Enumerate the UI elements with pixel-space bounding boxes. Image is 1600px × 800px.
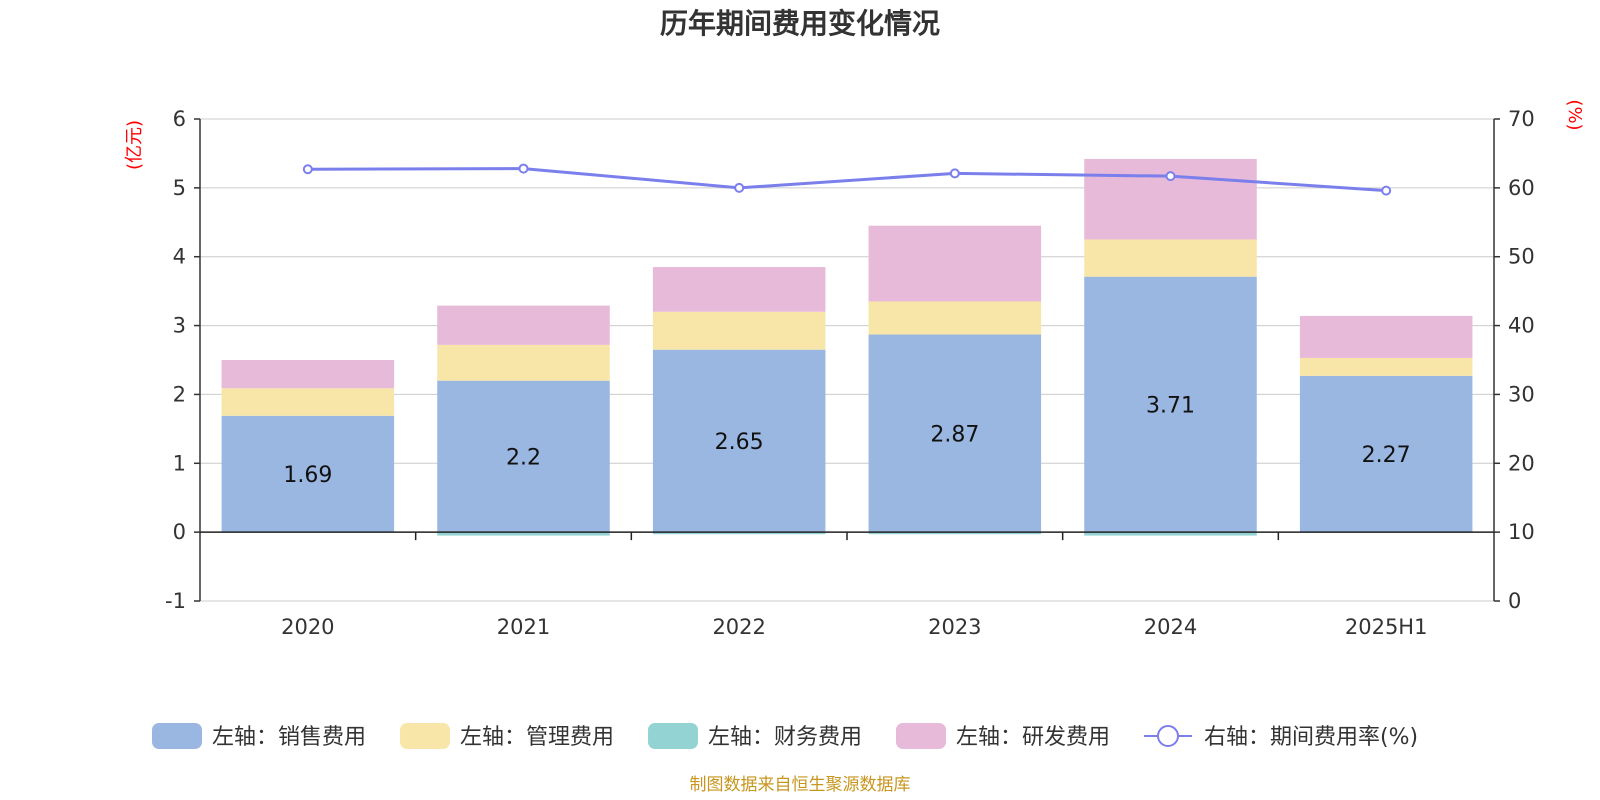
left-tick-label: 0 <box>173 520 186 544</box>
data-label: 3.71 <box>1146 393 1195 418</box>
x-axis-ticks: 2020 2021 2022 2023 2024 2025H1 <box>281 615 1427 639</box>
source-note: 制图数据来自恒生聚源数据库 <box>690 775 911 795</box>
bars <box>221 158 1473 536</box>
right-axis-unit: (%) <box>1564 99 1585 130</box>
x-tick-label: 2020 <box>281 615 334 639</box>
legend-item[interactable]: 右轴：期间费用率(%) <box>1144 725 1418 750</box>
legend-swatch <box>400 723 450 749</box>
x-tick-label: 2021 <box>497 615 550 639</box>
bar-segment <box>652 532 826 535</box>
bar-segment <box>221 360 395 389</box>
left-tick-label: 4 <box>173 245 186 269</box>
right-tick-label: 10 <box>1508 520 1535 544</box>
left-tick-label: 2 <box>173 382 186 406</box>
data-label: 2.27 <box>1362 443 1411 468</box>
right-tick-label: 50 <box>1508 245 1535 269</box>
bar-segment <box>868 334 1042 533</box>
bar-segment <box>1299 315 1473 358</box>
bar-segment <box>437 532 610 536</box>
right-tick-label: 20 <box>1508 451 1535 475</box>
bar-segment <box>1084 276 1257 533</box>
x-tick-label: 2022 <box>712 615 765 639</box>
bar-segment <box>221 415 395 533</box>
bar-segment <box>437 380 610 533</box>
bar-segment <box>652 349 826 533</box>
legend-label: 左轴：研发费用 <box>956 725 1110 750</box>
expense-rate-line <box>302 163 1392 196</box>
legend-item[interactable]: 左轴：研发费用 <box>896 723 1110 750</box>
right-tick-label: 70 <box>1508 107 1535 131</box>
legend-swatch <box>896 723 946 749</box>
rate-point <box>302 164 313 175</box>
x-tick-label: 2025H1 <box>1345 615 1428 639</box>
legend-label: 左轴：财务费用 <box>708 725 862 750</box>
data-label: 2.65 <box>715 430 764 455</box>
legend-label: 左轴：销售费用 <box>212 725 366 750</box>
legend-swatch <box>648 723 698 749</box>
rate-point <box>518 163 529 174</box>
right-tick-label: 0 <box>1508 589 1521 613</box>
legend-item[interactable]: 左轴：财务费用 <box>648 723 862 750</box>
bar-segment <box>437 305 610 345</box>
bar-segment <box>868 532 1042 535</box>
left-axis-unit: (亿元) <box>124 120 145 170</box>
right-tick-label: 60 <box>1508 176 1535 200</box>
bar-segment <box>1084 158 1257 240</box>
left-tick-label: 6 <box>173 107 186 131</box>
left-tick-label: 3 <box>173 314 186 338</box>
bar-segment <box>221 388 395 416</box>
data-label: 2.87 <box>930 422 979 447</box>
data-label: 1.69 <box>283 463 332 488</box>
bar-segment <box>1084 532 1257 536</box>
bar-segment <box>652 311 826 350</box>
left-tick-label: -1 <box>165 589 186 613</box>
x-tick-label: 2023 <box>928 615 981 639</box>
data-label: 2.2 <box>506 445 541 470</box>
left-tick-label: 1 <box>173 451 186 475</box>
rate-point <box>734 182 745 193</box>
bar-segment <box>868 225 1042 302</box>
legend-item[interactable]: 左轴：销售费用 <box>152 723 366 750</box>
legend: 左轴：销售费用 左轴：管理费用 左轴：财务费用 左轴：研发费用 右轴：期间费用率(%) <box>152 723 1418 750</box>
legend-label: 左轴：管理费用 <box>460 725 614 750</box>
x-tick-label: 2024 <box>1144 615 1197 639</box>
rate-point <box>1165 171 1176 182</box>
legend-swatch <box>1157 725 1179 747</box>
chart-title: 历年期间费用变化情况 <box>660 7 940 40</box>
data-labels: 1.69 2.2 2.65 2.87 3.71 2.27 <box>283 393 1410 488</box>
rate-point <box>1381 185 1392 196</box>
rate-point <box>949 168 960 179</box>
legend-swatch <box>152 723 202 749</box>
rate-line <box>307 167 1387 193</box>
right-tick-label: 30 <box>1508 382 1535 406</box>
legend-label: 右轴：期间费用率(%) <box>1204 725 1418 750</box>
left-tick-label: 5 <box>173 176 186 200</box>
bar-segment <box>652 267 826 312</box>
bar-segment <box>1299 357 1473 376</box>
bar-segment <box>868 301 1042 335</box>
bar-segment <box>1084 239 1257 277</box>
bar-segment <box>1299 375 1473 533</box>
bar-segment <box>437 344 610 381</box>
right-tick-label: 40 <box>1508 314 1535 338</box>
legend-item[interactable]: 左轴：管理费用 <box>400 723 614 750</box>
